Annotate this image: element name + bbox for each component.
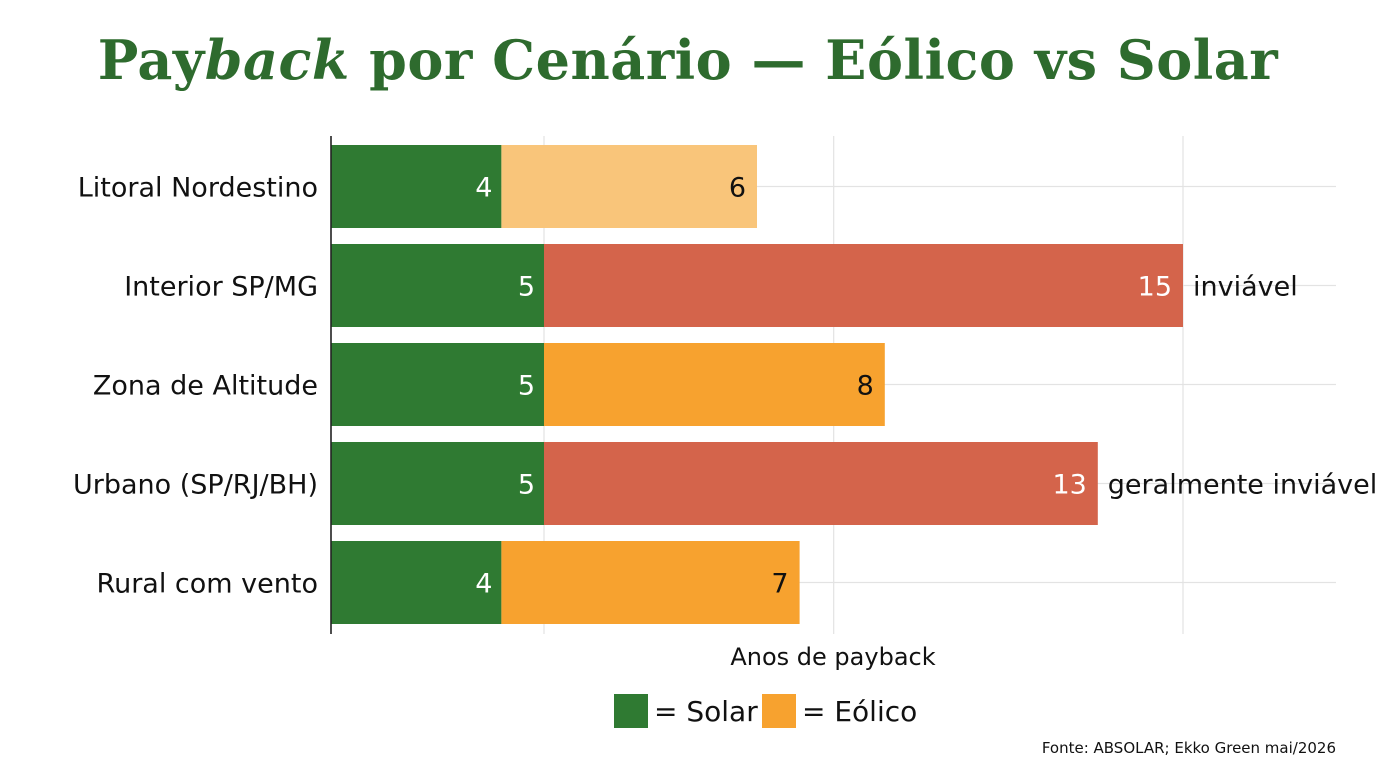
x-axis-title: Anos de payback [730, 643, 935, 671]
bar-value-eolico: 7 [771, 569, 788, 600]
bar-value-eolico: 6 [729, 173, 746, 204]
legend-label-solar: = Solar [654, 695, 758, 728]
bar-solar [331, 442, 544, 525]
bar-solar [331, 541, 502, 624]
bar-value-solar: 5 [518, 470, 535, 501]
title-part-1: Pay [97, 28, 205, 92]
bar-solar [331, 343, 544, 426]
category-label: Litoral Nordestino [78, 173, 318, 204]
bar-eolico [544, 244, 1183, 327]
bar-solar [331, 244, 544, 327]
bar-annotation: geralmente inviável [1108, 470, 1376, 501]
source-note: Fonte: ABSOLAR; Ekko Green mai/2026 [1041, 739, 1336, 757]
legend-swatch-solar [614, 694, 648, 728]
title-part-2: por Cenário — Eólico vs Solar [349, 28, 1279, 92]
page-title: Payback por Cenário — Eólico vs Solar [0, 28, 1376, 92]
bar-value-eolico: 8 [857, 371, 874, 402]
category-label: Urbano (SP/RJ/BH) [73, 470, 318, 501]
legend-swatch-eolico [762, 694, 796, 728]
bar-value-eolico: 15 [1138, 272, 1172, 303]
bar-eolico [501, 145, 757, 228]
bar-value-solar: 5 [518, 272, 535, 303]
bar-value-solar: 4 [475, 173, 492, 204]
category-label: Rural com vento [97, 569, 318, 600]
bar-solar [331, 145, 502, 228]
bar-value-eolico: 13 [1052, 470, 1086, 501]
bar-eolico [501, 541, 800, 624]
legend-label-eolico: = Eólico [802, 695, 917, 728]
bar-eolico [544, 343, 885, 426]
bar-eolico [544, 442, 1098, 525]
category-label: Zona de Altitude [93, 371, 318, 402]
category-label: Interior SP/MG [124, 272, 318, 303]
bar-value-solar: 4 [475, 569, 492, 600]
title-part-italic: back [204, 28, 350, 92]
bar-annotation: inviável [1193, 272, 1298, 303]
bar-value-solar: 5 [518, 371, 535, 402]
